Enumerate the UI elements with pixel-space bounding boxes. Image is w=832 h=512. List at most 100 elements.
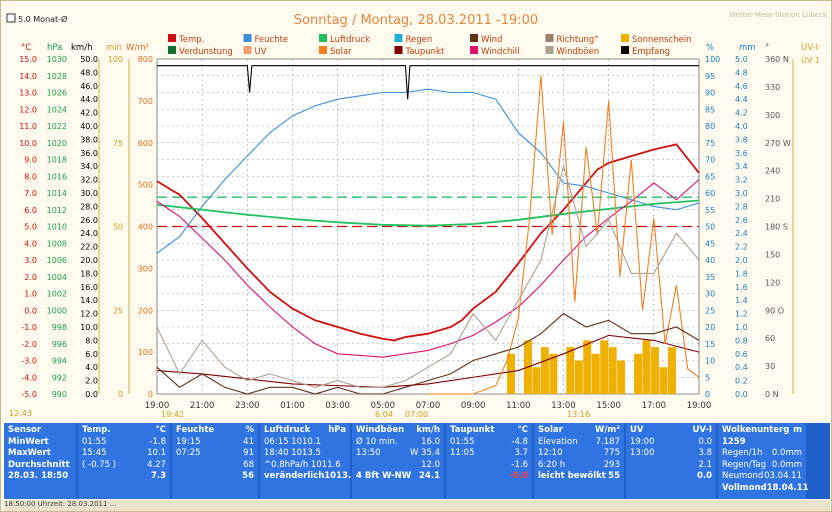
hpa-tick-label: 1030: [47, 55, 67, 64]
pct-tick-label: 60: [705, 189, 715, 198]
stats-header-cell: Solar: [538, 425, 563, 435]
stats-cell: Regen/Tag: [722, 459, 767, 470]
stats-column-header: UV UV-I: [630, 425, 712, 437]
stats-row: 01:55 -1.8: [82, 437, 166, 449]
sunshine-bar: [659, 367, 668, 394]
temp-tick-label: 0.0: [24, 306, 37, 315]
stats-header-cell: Feuchte: [176, 425, 215, 435]
stats-cell: leicht bewölkt: [538, 471, 606, 481]
pct-tick-label: 20: [705, 323, 715, 332]
deg-tick-label: 300: [765, 111, 780, 120]
kmh-tick-label: 8.0: [85, 336, 98, 345]
stats-row: 13:50 W 35.4: [356, 448, 440, 460]
temp-tick-label: -3.0: [21, 357, 37, 366]
stats-row: 4 Bft W-NW 24.1: [356, 471, 440, 483]
axis-unit-label: km/h: [71, 43, 92, 53]
stats-row: 11:05 3.7: [450, 448, 528, 460]
axis-unit-label: mm: [739, 43, 756, 53]
mm-tick-label: 1.2: [735, 310, 748, 319]
mm-tick-label: 3.2: [735, 176, 748, 185]
x-tick-label: 17:00: [642, 401, 667, 411]
stats-cell: 6:20 h: [538, 459, 566, 470]
kmh-tick-label: 42.0: [80, 109, 98, 118]
stats-row: veränderlich 1013.5: [264, 471, 357, 483]
pct-tick-label: 90: [705, 89, 715, 98]
legend-label: Verdunstung: [179, 47, 233, 57]
series-line-solar: [428, 75, 700, 395]
stats-cell: 03.04.11: [764, 471, 802, 481]
stats-cell: MaxWert: [8, 448, 51, 458]
stats-column-header: Temp. °C: [82, 425, 166, 437]
stats-column-header: Taupunkt °C: [450, 425, 528, 437]
wm2-tick-label: 400: [138, 223, 153, 232]
legend-swatch: [319, 34, 327, 42]
stats-row: leicht bewölkt 55: [538, 471, 620, 483]
kmh-tick-label: 12.0: [80, 310, 98, 319]
stats-row: Ø 10 min. 16.0: [356, 437, 440, 449]
hpa-tick-label: 1008: [47, 239, 67, 248]
stats-cell: 24.1: [419, 471, 440, 481]
sunshine-bar: [532, 367, 541, 394]
stats-header-cell: km/h: [416, 425, 440, 435]
kmh-tick-label: 2.0: [85, 377, 98, 386]
stats-column: Sensor MinWert MaxWert Durchschnitt 28.03. 1…: [4, 423, 76, 499]
stats-row: 68: [176, 460, 254, 472]
temp-tick-label: 2.0: [24, 273, 37, 282]
mm-tick-label: 2.8: [735, 202, 748, 211]
stats-header-cell: Windböen: [356, 425, 405, 435]
hpa-tick-label: 1022: [47, 122, 67, 131]
temp-tick-label: -5.0: [21, 390, 37, 399]
temp-tick-label: 10.0: [19, 139, 37, 148]
stats-header-cell: m: [793, 425, 802, 435]
stats-cell: 293: [603, 459, 620, 470]
stats-cell: W 35.4: [409, 448, 440, 458]
kmh-tick-label: 40.0: [80, 122, 98, 131]
deg-tick-label: 60: [765, 334, 775, 343]
stats-cell: 41: [243, 436, 254, 447]
kmh-tick-label: 48.0: [80, 68, 98, 77]
stats-column: Taupunkt °C 01:55 -4.8 11:05 3.7 -1.6 -0.0: [446, 423, 532, 499]
mm-tick-label: 0.4: [735, 363, 748, 372]
stats-cell: Regen/1h: [722, 448, 763, 458]
sunrise-marker: 6:04: [375, 410, 393, 419]
stats-cell: veränderlich: [264, 471, 325, 481]
stats-row: 07:25 91: [176, 448, 254, 460]
stats-cell: -1.8: [149, 436, 166, 447]
monat-checkbox-label: 5.0 Monat-Ø: [18, 14, 67, 24]
wm2-tick-label: 200: [138, 306, 153, 315]
hpa-tick-label: 1010: [47, 223, 67, 232]
stats-cell: -4.8: [511, 436, 528, 447]
stats-column-header: Sensor: [8, 425, 72, 437]
stats-cell: 12.0: [421, 459, 440, 470]
hpa-tick-label: 996: [52, 340, 67, 349]
stats-row: 19:15 41: [176, 437, 254, 449]
temp-tick-label: 5.0: [24, 223, 37, 232]
x-tick-label: 01:00: [280, 401, 305, 411]
stats-cell: MinWert: [8, 436, 49, 447]
x-tick-label: 23:00: [235, 401, 260, 411]
legend-label: UV: [255, 47, 267, 57]
mm-tick-label: 2.2: [735, 243, 748, 252]
time-marker: 12:43: [9, 409, 32, 418]
temp-tick-label: 12.0: [19, 105, 37, 114]
hpa-tick-label: 994: [52, 357, 67, 366]
deg-tick-label: 270 W: [765, 139, 791, 148]
stats-header-cell: UV: [630, 425, 644, 435]
temp-tick-label: 3.0: [24, 256, 37, 265]
x-tick-label: 09:00: [461, 401, 486, 411]
temp-tick-label: 13.0: [19, 89, 37, 98]
sunshine-bar: [574, 360, 583, 394]
stats-cell: 12:10: [538, 448, 563, 458]
hpa-tick-label: 1028: [47, 72, 67, 81]
x-tick-label: 19:00: [687, 401, 712, 411]
deg-tick-label: 180 S: [765, 223, 788, 232]
axis-unit-label: °: [765, 43, 769, 53]
legend-label: Solar: [330, 47, 352, 57]
stats-column: UV UV-I 19:00 0.0 13:00 3.8 2.1 0.0: [626, 423, 716, 499]
stats-cell: 7.187: [595, 436, 620, 447]
stats-cell: 775: [603, 448, 620, 458]
legend-swatch: [470, 46, 478, 54]
chart-title: Sonntag / Montag, 28.03.2011 -19:00: [294, 13, 538, 28]
pct-tick-label: 70: [705, 156, 715, 165]
wm2-tick-label: 0: [148, 390, 153, 399]
